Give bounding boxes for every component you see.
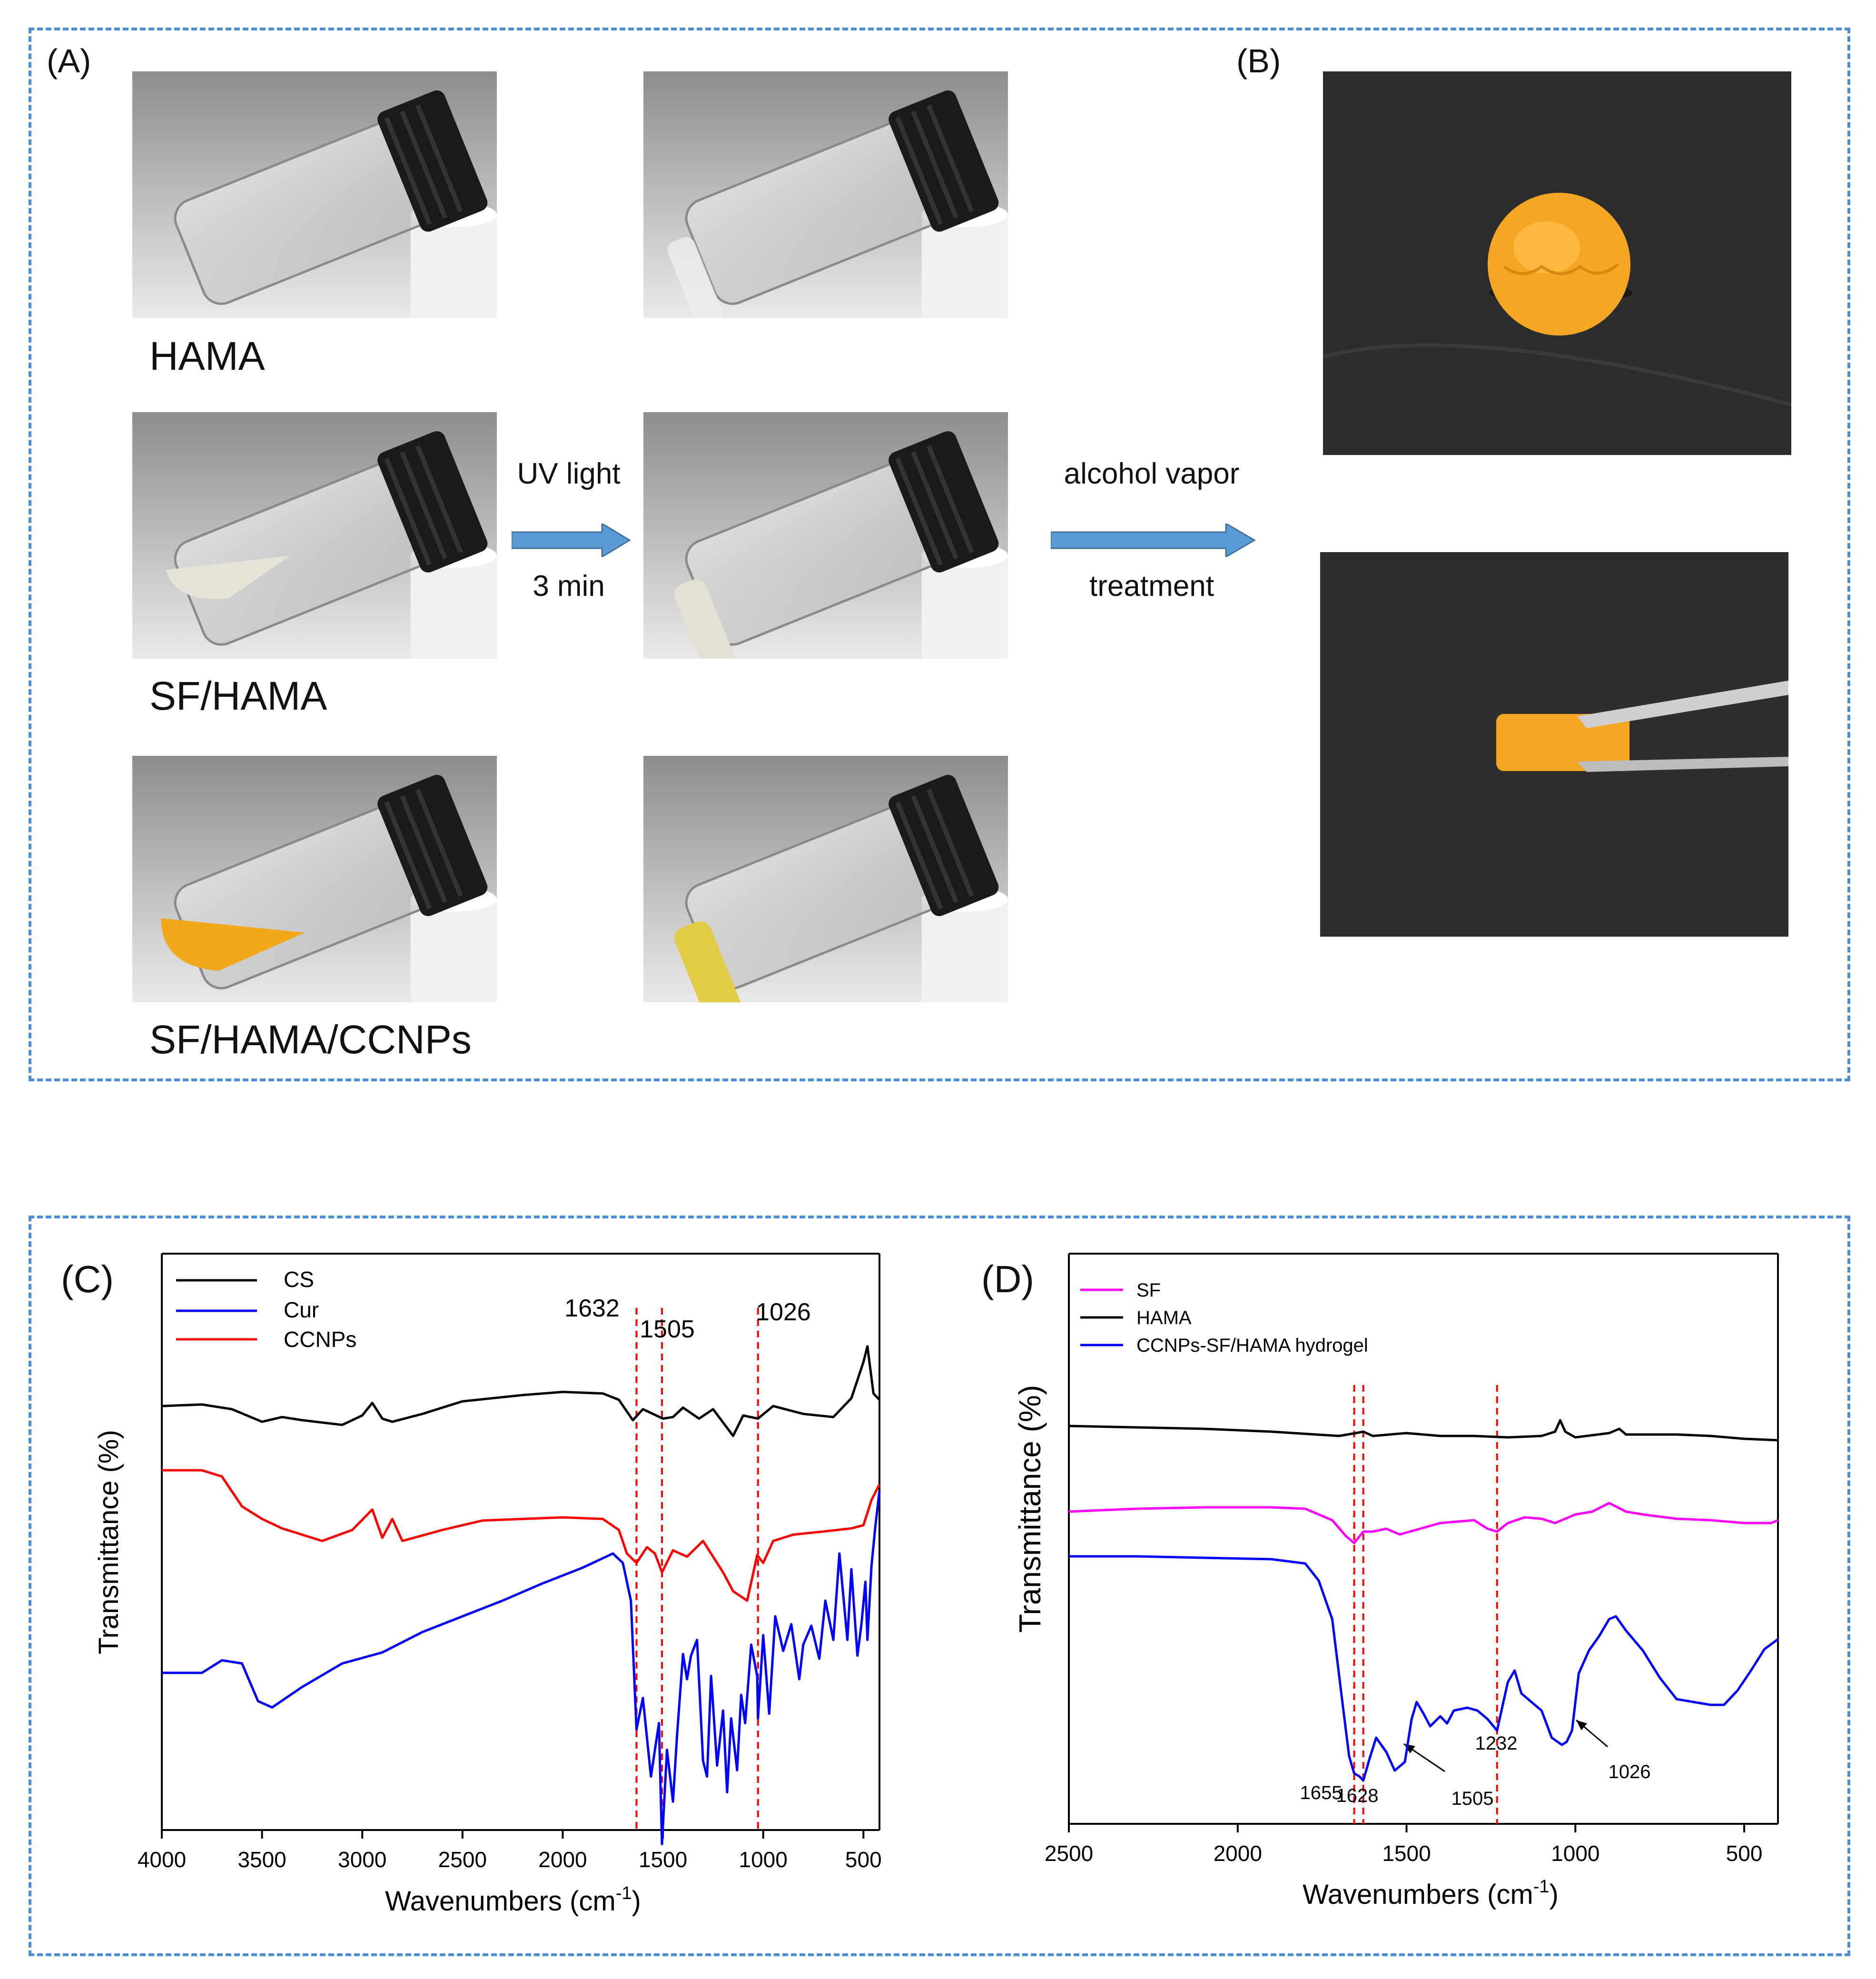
panel-label-d: (D) [981, 1258, 1035, 1300]
uv-time-label: 3 min [533, 570, 605, 603]
legend-label-hama: HAMA [1136, 1307, 1192, 1328]
peak-marker-label: 1505 [640, 1316, 695, 1343]
uv-arrow-icon [512, 524, 631, 557]
series-line-sf [1068, 1502, 1778, 1544]
series-line-cs [161, 1345, 880, 1437]
caption-hama: HAMA [149, 334, 265, 378]
top-panel-frame [29, 28, 1850, 1081]
x-tick-label: 1500 [639, 1847, 687, 1872]
legend-label-hydrogel: CCNPs-SF/HAMA hydrogel [1136, 1335, 1368, 1356]
x-tick-label: 2000 [1214, 1841, 1262, 1866]
series-line-hama [1068, 1419, 1778, 1442]
legend-label-cs: CS [284, 1267, 314, 1292]
chart-c-xlabel: Wavenumbers (cm-1) [385, 1883, 641, 1917]
photo-hama-gel [643, 71, 1008, 318]
x-tick-label: 1000 [1551, 1841, 1600, 1866]
caption-sf-hama: SF/HAMA [149, 673, 327, 718]
photo-dried-gel-top [1323, 71, 1791, 455]
series-line-cur [162, 1490, 881, 1845]
series-line-ccnps [162, 1469, 881, 1602]
panel-label-c: (C) [61, 1258, 114, 1300]
x-tick-label: 2500 [438, 1847, 487, 1872]
peak-marker-label: 1632 [564, 1295, 620, 1322]
photo-dried-gel-tweezers [1320, 552, 1788, 937]
x-tick-label: 1500 [1382, 1841, 1431, 1866]
legend-label-cur: Cur [284, 1297, 319, 1322]
photo-sf-hama-gel [643, 412, 1008, 659]
chart-d-xlabel: Wavenumbers (cm-1) [1303, 1877, 1559, 1910]
x-tick-label: 3500 [237, 1847, 286, 1872]
panel-label-b: (B) [1236, 42, 1281, 79]
peak-arrow-label: 1026 [1609, 1761, 1651, 1782]
peak-marker-label: 1628 [1336, 1785, 1379, 1806]
x-tick-label: 1000 [739, 1847, 788, 1872]
alcohol-vapor-label: alcohol vapor [1064, 457, 1240, 490]
alcohol-arrow-icon [1051, 524, 1255, 557]
x-tick-label: 4000 [138, 1847, 186, 1872]
chart-d-ylabel: Transmittance (%) [1013, 1385, 1047, 1633]
panel-label-a: (A) [47, 42, 91, 79]
legend-label-sf: SF [1136, 1280, 1161, 1301]
caption-sf-hama-ccnps: SF/HAMA/CCNPs [149, 1017, 472, 1062]
x-tick-label: 2500 [1045, 1841, 1093, 1866]
photo-sf-hama-sol [132, 412, 497, 659]
x-tick-label: 500 [1726, 1841, 1763, 1866]
x-tick-label: 500 [845, 1847, 882, 1872]
bottom-panel-frame [29, 1216, 1850, 1956]
photo-sf-hama-ccnps-gel [643, 756, 1008, 1002]
x-tick-label: 3000 [338, 1847, 386, 1872]
alcohol-treatment-label: treatment [1089, 570, 1214, 603]
uv-light-label: UV light [517, 457, 621, 490]
peak-arrowhead [1576, 1720, 1587, 1731]
chart-c-ylabel: Transmittance (%) [93, 1430, 124, 1654]
peak-arrow-label: 1505 [1451, 1788, 1494, 1809]
legend-label-ccnps: CCNPs [284, 1327, 356, 1352]
peak-marker-label: 1655 [1300, 1782, 1343, 1803]
peak-marker-label: 1232 [1475, 1733, 1518, 1754]
photo-sf-hama-ccnps-sol [132, 756, 497, 1002]
peak-marker-label: 1026 [756, 1298, 811, 1326]
x-tick-label: 2000 [538, 1847, 587, 1872]
series-line-ccnps-sf-hama-hydrogel [1069, 1555, 1779, 1782]
